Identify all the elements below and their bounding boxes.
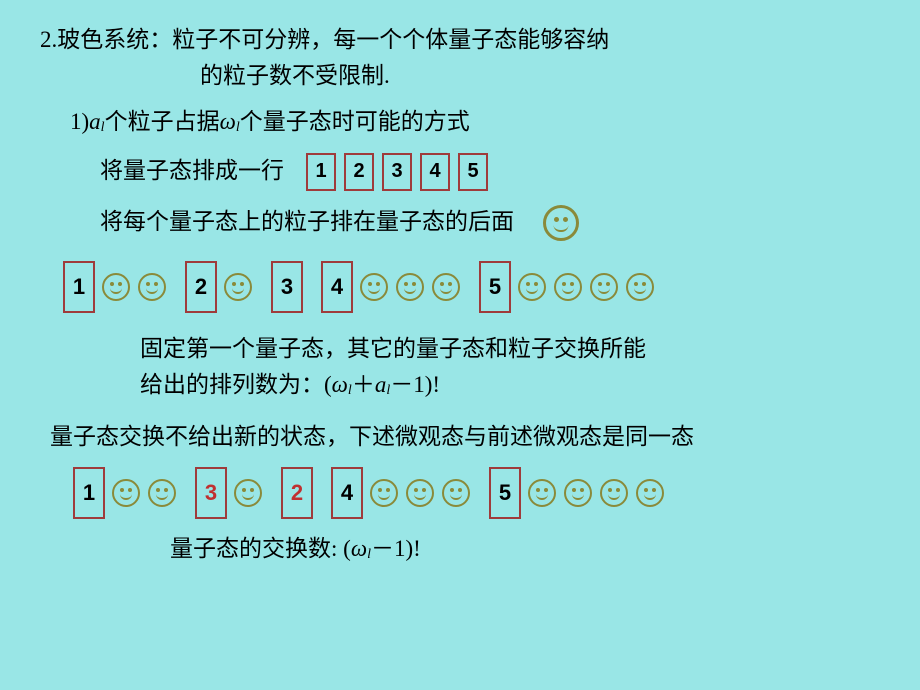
exchange-w: ω	[351, 533, 367, 565]
smile-icon	[518, 273, 546, 301]
header-title-b: 的粒子数不受限制.	[200, 60, 390, 92]
sec1-prefix: 1)	[70, 106, 89, 138]
smile-icon	[600, 479, 628, 507]
smile-icon	[543, 205, 579, 241]
smile-icon	[406, 479, 434, 507]
smile-icon	[138, 273, 166, 301]
smile-icon	[224, 273, 252, 301]
arrangement-2: 1 3 24 5	[40, 467, 890, 519]
state-box: 5	[479, 261, 511, 313]
state-box: 2	[281, 467, 313, 519]
state-box: 4	[331, 467, 363, 519]
smile-icon	[396, 273, 424, 301]
smile-icon	[234, 479, 262, 507]
exchange-tail: －1)!	[371, 533, 421, 565]
same-state-line: 量子态交换不给出新的状态，下述微观态与前述微观态是同一态	[40, 421, 890, 453]
smile-icon	[148, 479, 176, 507]
smile-icon	[528, 479, 556, 507]
state-box: 1	[306, 153, 336, 191]
fixnote-sub1: l	[348, 383, 352, 399]
fixnote-line1: 固定第一个量子态，其它的量子态和粒子交换所能	[40, 333, 890, 365]
state-box: 5	[458, 153, 488, 191]
state-box: 5	[489, 467, 521, 519]
fixnote-sub2: l	[386, 383, 390, 399]
smile-icon	[626, 273, 654, 301]
smile-icon	[112, 479, 140, 507]
fixnote-line2: 给出的排列数为：( ω l ＋ a l －1)!	[40, 369, 890, 401]
state-box: 1	[73, 467, 105, 519]
fixnote-w: ω	[332, 369, 348, 401]
state-box: 2	[185, 261, 217, 313]
state-box: 2	[344, 153, 374, 191]
state-box: 3	[271, 261, 303, 313]
header-line1: 2. 玻色系统：粒子不可分辨，每一个个体量子态能够容纳	[40, 24, 890, 56]
sec1-a: a	[89, 106, 101, 138]
header-title-a: 玻色系统：粒子不可分辨，每一个个体量子态能够容纳	[57, 24, 609, 56]
exchange-sub: l	[367, 547, 371, 563]
state-box: 3	[382, 153, 412, 191]
fixnote-l2a: 给出的排列数为：(	[140, 369, 332, 401]
arrangement-1: 1 2 34 5	[40, 261, 890, 313]
state-box: 1	[63, 261, 95, 313]
smile-icon	[102, 273, 130, 301]
row-intro: 将量子态排成一行 12345	[40, 153, 890, 191]
state-box: 3	[195, 467, 227, 519]
row-intro-boxes: 12345	[302, 153, 492, 191]
smile-icon	[370, 479, 398, 507]
exchange-line: 量子态的交换数: ( ω l －1)!	[40, 533, 890, 565]
smile-icon	[554, 273, 582, 301]
smile-icon	[432, 273, 460, 301]
sec1-sub1: l	[101, 120, 105, 136]
sec1-mid1: 个粒子占据	[105, 106, 220, 138]
sec1-mid2: 个量子态时可能的方式	[240, 106, 470, 138]
state-box: 4	[321, 261, 353, 313]
smile-icon	[636, 479, 664, 507]
smile-icon	[564, 479, 592, 507]
fixnote-a: a	[375, 369, 387, 401]
sec1-sub2: l	[236, 120, 240, 136]
row-after-text: 将每个量子态上的粒子排在量子态的后面	[100, 206, 514, 238]
fixnote-tail: －1)!	[390, 369, 440, 401]
exchange-pre: 量子态的交换数: (	[170, 533, 351, 565]
sec1-line: 1) a l 个粒子占据 ω l 个量子态时可能的方式	[40, 106, 890, 138]
header-line2: 的粒子数不受限制.	[40, 60, 890, 92]
row-after: 将每个量子态上的粒子排在量子态的后面	[40, 205, 890, 241]
fixnote-plus: ＋	[352, 369, 375, 401]
state-box: 4	[420, 153, 450, 191]
header-num: 2.	[40, 24, 57, 56]
row-intro-text: 将量子态排成一行	[100, 155, 284, 187]
sec1-w: ω	[220, 106, 236, 138]
smile-icon	[360, 273, 388, 301]
smile-icon	[590, 273, 618, 301]
smile-icon	[442, 479, 470, 507]
